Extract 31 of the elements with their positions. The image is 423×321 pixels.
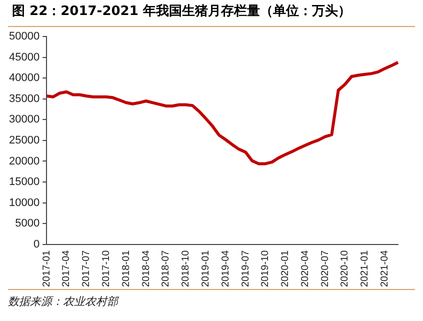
x-tick-label: 2019-04 bbox=[220, 250, 232, 288]
y-tick-label: 10000 bbox=[8, 196, 40, 209]
x-tick-label: 2017-04 bbox=[61, 250, 72, 288]
y-tick-label: 15000 bbox=[8, 176, 40, 188]
x-tick-label: 2018-04 bbox=[140, 250, 152, 288]
y-tick-label: 25000 bbox=[8, 134, 40, 146]
x-tick-label: 2018-07 bbox=[160, 250, 172, 288]
x-tick-label: 2021-01 bbox=[360, 250, 371, 288]
y-tick-label: 0 bbox=[33, 238, 40, 250]
y-tick-label: 20000 bbox=[8, 155, 40, 168]
x-tick-label: 2017-10 bbox=[101, 250, 112, 288]
y-tick-label: 30000 bbox=[8, 114, 40, 126]
y-tick-label: 35000 bbox=[8, 92, 40, 105]
x-tick-label: 2017-01 bbox=[41, 250, 52, 288]
x-tick-label: 2019-07 bbox=[240, 250, 252, 288]
source-note: 数据来源：农业农村部 bbox=[8, 294, 120, 309]
x-tick-label: 2018-01 bbox=[120, 250, 132, 288]
x-tick-label: 2019-01 bbox=[200, 250, 212, 288]
x-tick-label: 2021-04 bbox=[379, 250, 390, 288]
y-tick-label: 40000 bbox=[8, 72, 40, 84]
y-tick-label: 45000 bbox=[8, 51, 40, 64]
y-tick-label: 5000 bbox=[15, 218, 40, 230]
x-tick-label: 2020-07 bbox=[320, 250, 331, 288]
chart-title: 图 22：2017-2021 年我国生猪月存栏量（单位：万头） bbox=[8, 0, 415, 27]
y-tick-label: 50000 bbox=[8, 30, 40, 43]
x-tick-label: 2019-10 bbox=[260, 250, 272, 288]
x-tick-label: 2020-04 bbox=[300, 250, 311, 288]
x-tick-label: 2017-07 bbox=[81, 250, 92, 288]
x-tick-label: 2020-10 bbox=[340, 250, 351, 288]
x-tick-label: 2020-01 bbox=[280, 250, 292, 288]
x-tick-label: 2018-10 bbox=[180, 250, 192, 288]
